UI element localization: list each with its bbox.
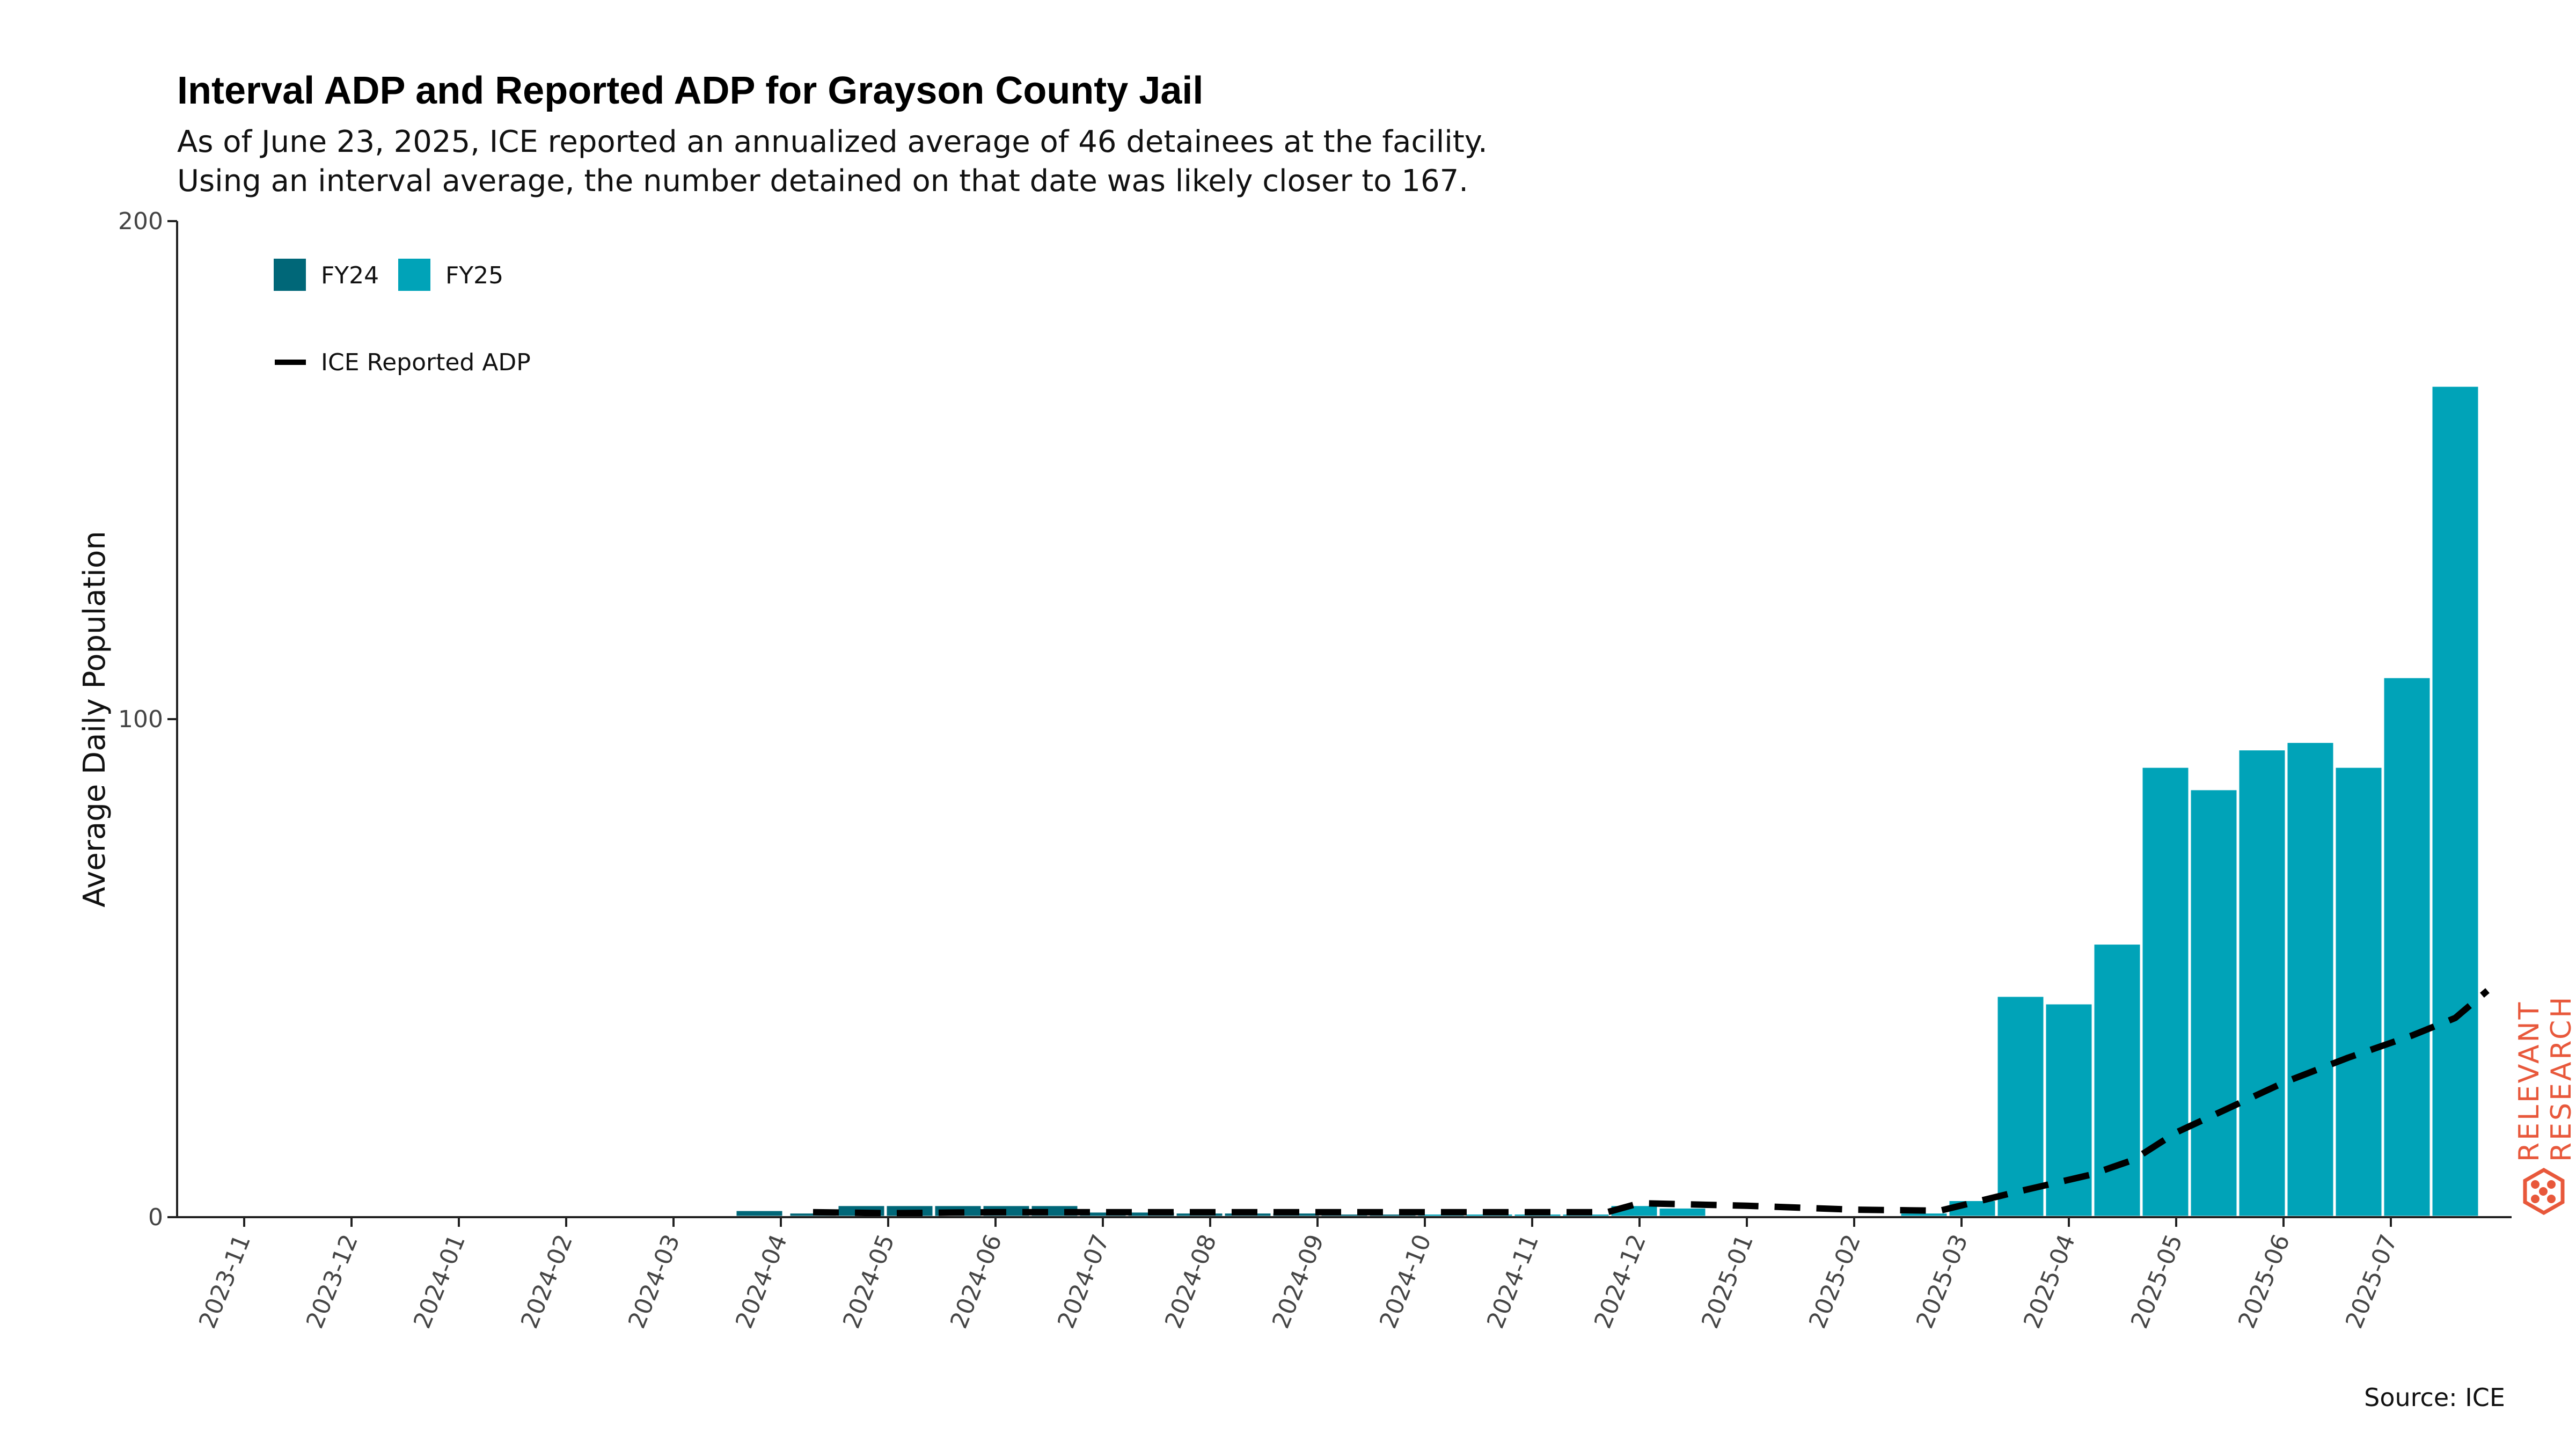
x-tick-label-2025-07: 2025-07 xyxy=(2340,1231,2403,1333)
x-tick-label-2024-10: 2024-10 xyxy=(1374,1231,1437,1333)
bar-fy24-1 xyxy=(734,1208,785,1219)
x-tick-label-2024-02: 2024-02 xyxy=(516,1231,578,1333)
x-tick-label-2024-03: 2024-03 xyxy=(623,1231,685,1333)
x-tick-label-2025-06: 2025-06 xyxy=(2233,1231,2295,1333)
chart-subtitle-line-1: As of June 23, 2025, ICE reported an ann… xyxy=(177,125,1488,159)
x-tick-label-2023-12: 2023-12 xyxy=(301,1231,363,1333)
x-tick-label-2024-05: 2024-05 xyxy=(838,1231,900,1333)
x-tick-label-2024-12: 2024-12 xyxy=(1589,1231,1651,1333)
y-tick-label-100: 100 xyxy=(118,706,163,733)
bar-fy25-20 xyxy=(1657,1205,1708,1219)
legend-swatch-fy25 xyxy=(398,259,430,291)
bar-fy25-34 xyxy=(2333,765,2384,1219)
x-tick-label-2024-09: 2024-09 xyxy=(1267,1231,1329,1333)
brand-hexagon-icon xyxy=(2523,1167,2565,1216)
brand-logo: RELEVANT RESEARCH xyxy=(2513,995,2576,1216)
chart-subtitle-line-2: Using an interval average, the number de… xyxy=(177,164,1469,199)
bar-fy25-32 xyxy=(2236,748,2288,1219)
x-tick-label-2025-03: 2025-03 xyxy=(1911,1231,1973,1333)
brand-text-line-2: RESEARCH xyxy=(2545,995,2576,1162)
x-tick-label-2025-02: 2025-02 xyxy=(1804,1231,1866,1333)
x-tick-label-2023-11: 2023-11 xyxy=(194,1231,256,1333)
x-tick-label-2025-01: 2025-01 xyxy=(1696,1231,1759,1333)
y-tick-label-0: 0 xyxy=(148,1204,163,1231)
y-tick-label-200: 200 xyxy=(118,208,163,235)
x-ticks-layer: 2023-11 2023-12 2024-01 2024-02 2024-03 2024-… xyxy=(194,1217,2403,1333)
x-tick-label-2024-08: 2024-08 xyxy=(1160,1231,1222,1333)
y-axis-title: Average Daily Population xyxy=(77,531,112,907)
ice-reported-adp-line xyxy=(813,988,2490,1217)
bar-fy25-29 xyxy=(2091,942,2143,1219)
brand-text-line-1: RELEVANT xyxy=(2513,1000,2545,1162)
line-layer xyxy=(813,988,2490,1217)
bar-fy25-28 xyxy=(2043,1001,2095,1219)
legend-label-fy25: FY25 xyxy=(445,262,503,289)
x-tick-label-2025-04: 2025-04 xyxy=(2018,1231,2081,1333)
chart-title: Interval ADP and Reported ADP for Grayso… xyxy=(177,69,1204,112)
x-tick-label-2024-04: 2024-04 xyxy=(730,1231,793,1333)
y-ticks-layer: 0 100 200 xyxy=(118,208,177,1231)
x-tick-label-2024-06: 2024-06 xyxy=(945,1231,1007,1333)
legend-label-ice-reported-adp: ICE Reported ADP xyxy=(321,349,531,376)
bar-fy25-31 xyxy=(2188,787,2240,1219)
legend-label-fy24: FY24 xyxy=(321,262,379,289)
bar-fy25-36 xyxy=(2429,384,2481,1219)
x-tick-label-2025-05: 2025-05 xyxy=(2126,1231,2188,1333)
bar-fy25-35 xyxy=(2381,675,2433,1219)
bars-layer xyxy=(680,384,2481,1219)
source-note: Source: ICE xyxy=(2364,1383,2505,1412)
x-tick-label-2024-11: 2024-11 xyxy=(1482,1231,1544,1333)
legend-swatch-fy24 xyxy=(274,259,306,291)
x-tick-label-2024-01: 2024-01 xyxy=(408,1231,471,1333)
bar-fy25-30 xyxy=(2140,765,2191,1219)
x-tick-label-2024-07: 2024-07 xyxy=(1052,1231,1115,1333)
legend: FY24 FY25 ICE Reported ADP xyxy=(274,259,531,376)
bar-fy25-33 xyxy=(2285,740,2336,1219)
